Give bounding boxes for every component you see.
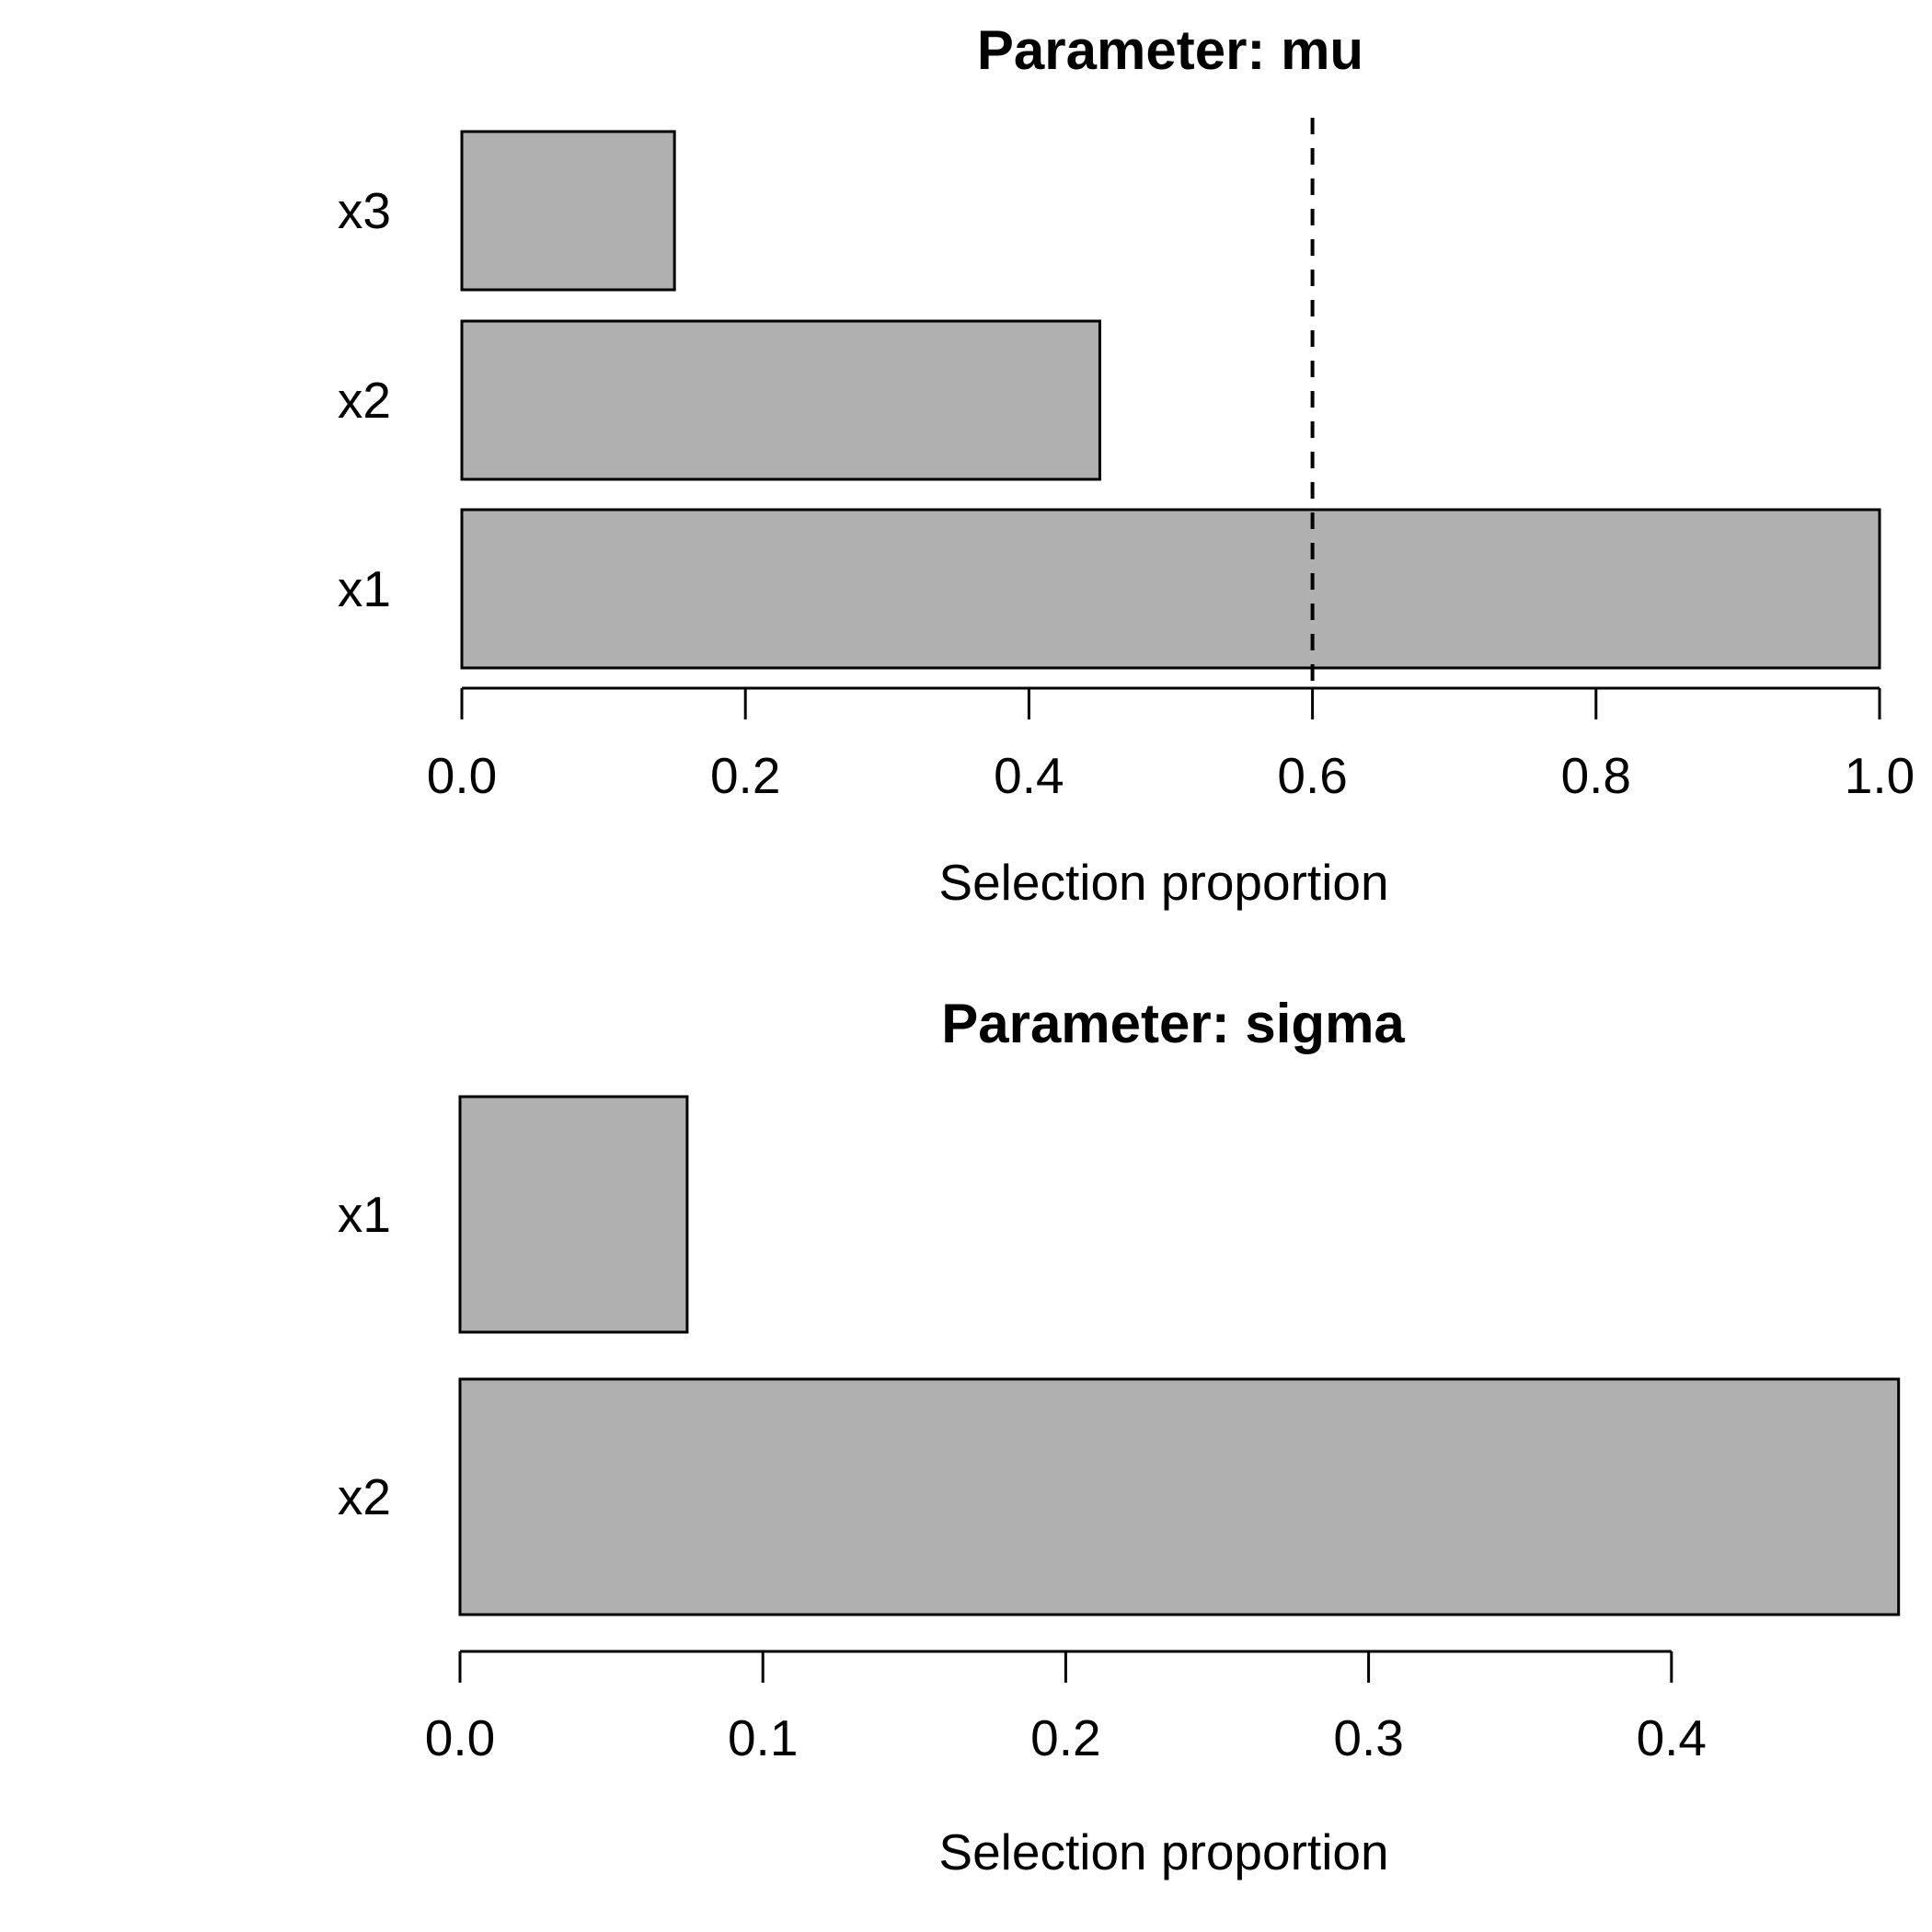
category-label-x2: x2: [338, 1468, 391, 1525]
category-label-x2: x2: [338, 372, 391, 429]
x-axis-tick-label: 0.4: [1637, 1709, 1707, 1766]
bar-x1: [458, 1095, 689, 1334]
x-axis-tick-label: 0.0: [427, 747, 497, 804]
x-axis-tick-label: 0.6: [1277, 747, 1347, 804]
x-axis-tick-label: 0.1: [728, 1709, 798, 1766]
chart-title-mu: Parameter: mu: [977, 19, 1363, 81]
chart-title-sigma: Parameter: sigma: [941, 993, 1405, 1054]
x-axis-tick-label: 1.0: [1845, 747, 1915, 804]
x-axis-tick-label: 0.0: [425, 1709, 495, 1766]
chart-parameter-sigma: Parameter: sigma x1 x2 0.0 0.1 0.2 0.3 0.4 Sel…: [338, 993, 1901, 1880]
category-label-x3: x3: [338, 182, 391, 239]
x-axis-tick-label: 0.2: [710, 747, 780, 804]
category-label-x1: x1: [338, 560, 391, 617]
plot-area-mu: x3 x2 x1 0.0 0.2 0.4 0.6 0.8 1.0: [338, 118, 1915, 804]
chart-parameter-mu: Parameter: mu x3 x2 x1 0.0 0.2 0.4 0.6 0.8 1.0 S…: [338, 19, 1915, 911]
x-axis-title-mu: Selection proportion: [938, 854, 1388, 911]
bar-x1: [460, 508, 1881, 670]
x-axis-title-sigma: Selection proportion: [938, 1823, 1388, 1880]
bar-x2: [460, 319, 1101, 481]
x-axis-tick-label: 0.4: [994, 747, 1064, 804]
plot-area-sigma: x1 x2 0.0 0.1 0.2 0.3 0.4: [338, 1095, 1901, 1766]
x-axis-tick-label: 0.3: [1333, 1709, 1403, 1766]
bar-x3: [460, 130, 676, 292]
bar-x2: [458, 1377, 1901, 1616]
x-axis-tick-label: 0.2: [1030, 1709, 1100, 1766]
x-axis-tick-label: 0.8: [1561, 747, 1631, 804]
category-label-x1: x1: [338, 1186, 391, 1243]
